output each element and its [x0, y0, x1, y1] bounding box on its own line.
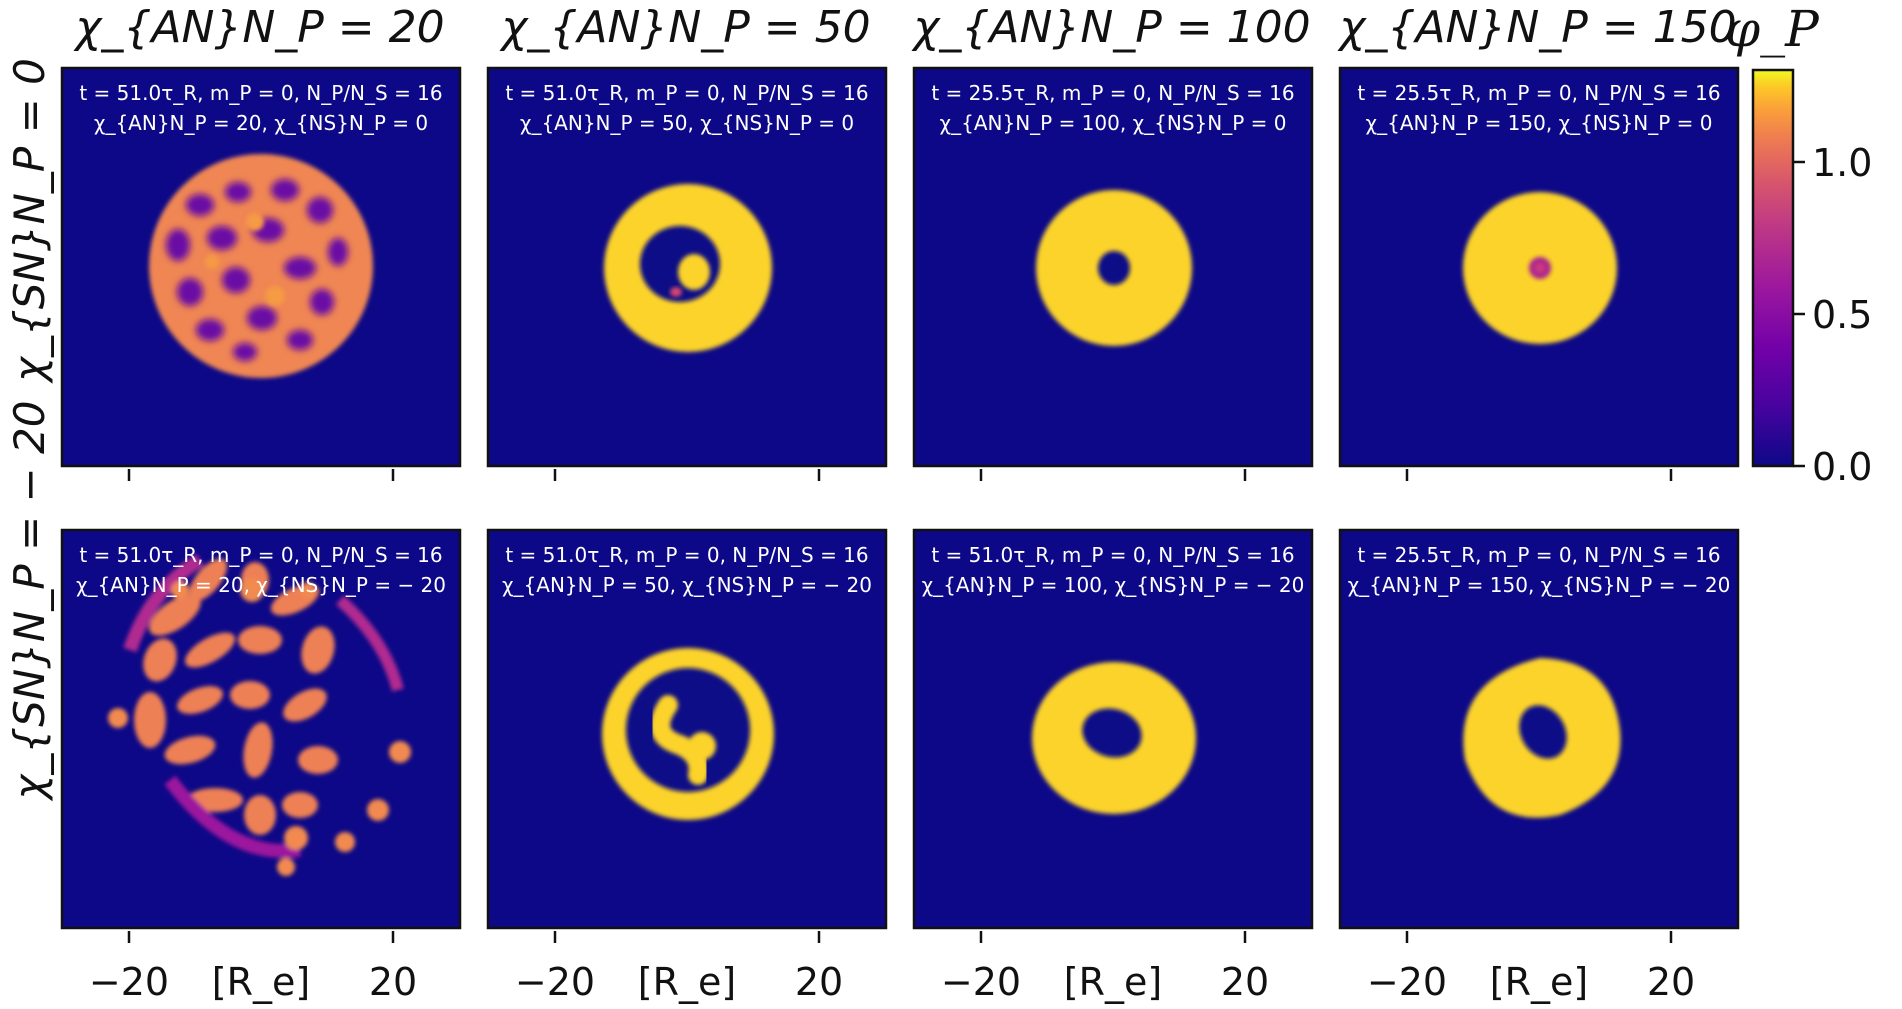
density-pattern-r0c1 [604, 184, 772, 352]
x-tick-labels: −20 [R_e] 20 −20 [R_e] 20 −20 [R_e] 20 −… [89, 960, 1695, 1004]
x-tick-label: 20 [1647, 960, 1695, 1004]
density-pattern-r1c1 [602, 648, 774, 820]
panel-annotation-line: t = 25.5τ_R, m_P = 0, N_P/N_S = 16 [1357, 543, 1720, 567]
x-axis-unit: [R_e] [1490, 960, 1588, 1004]
column-title: χ_{AN}N_P = 50 [499, 2, 870, 53]
x-tick-label: 20 [1221, 960, 1269, 1004]
panel-annotation-line: χ_{AN}N_P = 50, χ_{NS}N_P = 0 [520, 111, 854, 135]
x-tick-label: −20 [515, 960, 595, 1004]
panel-annotation-line: χ_{AN}N_P = 150, χ_{NS}N_P = − 20 [1348, 573, 1731, 597]
x-tick-label: 20 [369, 960, 417, 1004]
colorbar-gradient [1751, 68, 1795, 468]
panel-annotation-line: t = 25.5τ_R, m_P = 0, N_P/N_S = 16 [931, 81, 1294, 105]
panel-annotation-line: χ_{AN}N_P = 20, χ_{NS}N_P = 0 [94, 111, 428, 135]
row-titles: χ_{SN}N_P = 0 χ_{SN}N_P = − 20 [5, 58, 54, 801]
x-axis-unit: [R_e] [1064, 960, 1162, 1004]
panel-annotation-line: χ_{AN}N_P = 100, χ_{NS}N_P = − 20 [922, 573, 1305, 597]
density-pattern-r0c3 [1463, 192, 1617, 344]
panel-annotation-line: t = 51.0τ_R, m_P = 0, N_P/N_S = 16 [79, 543, 442, 567]
panel-annotation-line: t = 51.0τ_R, m_P = 0, N_P/N_S = 16 [505, 543, 868, 567]
x-axis-unit: [R_e] [212, 960, 310, 1004]
colorbar-tick-label: 0.0 [1812, 445, 1872, 489]
row-title: χ_{SN}N_P = − 20 [5, 401, 54, 802]
panel-annotation-line: t = 51.0τ_R, m_P = 0, N_P/N_S = 16 [79, 81, 442, 105]
panel-annotation-line: χ_{AN}N_P = 50, χ_{NS}N_P = − 20 [502, 573, 872, 597]
panel-annotation-line: t = 25.5τ_R, m_P = 0, N_P/N_S = 16 [1357, 81, 1720, 105]
colorbar-label: φ_P [1725, 0, 1820, 58]
x-axis-unit: [R_e] [638, 960, 736, 1004]
density-pattern-r1c0 [108, 553, 411, 876]
colorbar: 0.0 0.5 1.0 φ_P [1725, 0, 1872, 489]
panel-frames [60, 66, 1740, 930]
x-tick-label: −20 [941, 960, 1021, 1004]
x-tick-label: 20 [795, 960, 843, 1004]
panel-annotation-line: t = 51.0τ_R, m_P = 0, N_P/N_S = 16 [931, 543, 1294, 567]
column-title: χ_{AN}N_P = 150 [1337, 2, 1736, 53]
panel-annotations: t = 51.0τ_R, m_P = 0, N_P/N_S = 16 χ_{AN… [76, 81, 1730, 597]
density-pattern-r0c2 [1036, 190, 1192, 346]
column-titles: χ_{AN}N_P = 20 χ_{AN}N_P = 50 χ_{AN}N_P … [73, 2, 1736, 53]
row-title: χ_{SN}N_P = 0 [5, 58, 54, 384]
panel-annotation-line: χ_{AN}N_P = 150, χ_{NS}N_P = 0 [1366, 111, 1713, 135]
x-tick-marks [127, 469, 1673, 943]
density-pattern-r1c2 [1032, 662, 1196, 814]
colorbar-tick-label: 1.0 [1812, 141, 1872, 185]
x-tick-label: −20 [1367, 960, 1447, 1004]
panel-annotation-line: χ_{AN}N_P = 100, χ_{NS}N_P = 0 [940, 111, 1287, 135]
column-title: χ_{AN}N_P = 100 [911, 2, 1310, 53]
panel-annotation-line: t = 51.0τ_R, m_P = 0, N_P/N_S = 16 [505, 81, 868, 105]
x-tick-label: −20 [89, 960, 169, 1004]
colorbar-ticks [1793, 160, 1805, 468]
density-pattern-r1c3 [1463, 658, 1621, 818]
colorbar-tick-label: 0.5 [1812, 293, 1872, 337]
column-title: χ_{AN}N_P = 20 [73, 2, 444, 53]
density-pattern-r0c0 [149, 154, 373, 378]
panel-annotation-line: χ_{AN}N_P = 20, χ_{NS}N_P = − 20 [76, 573, 446, 597]
